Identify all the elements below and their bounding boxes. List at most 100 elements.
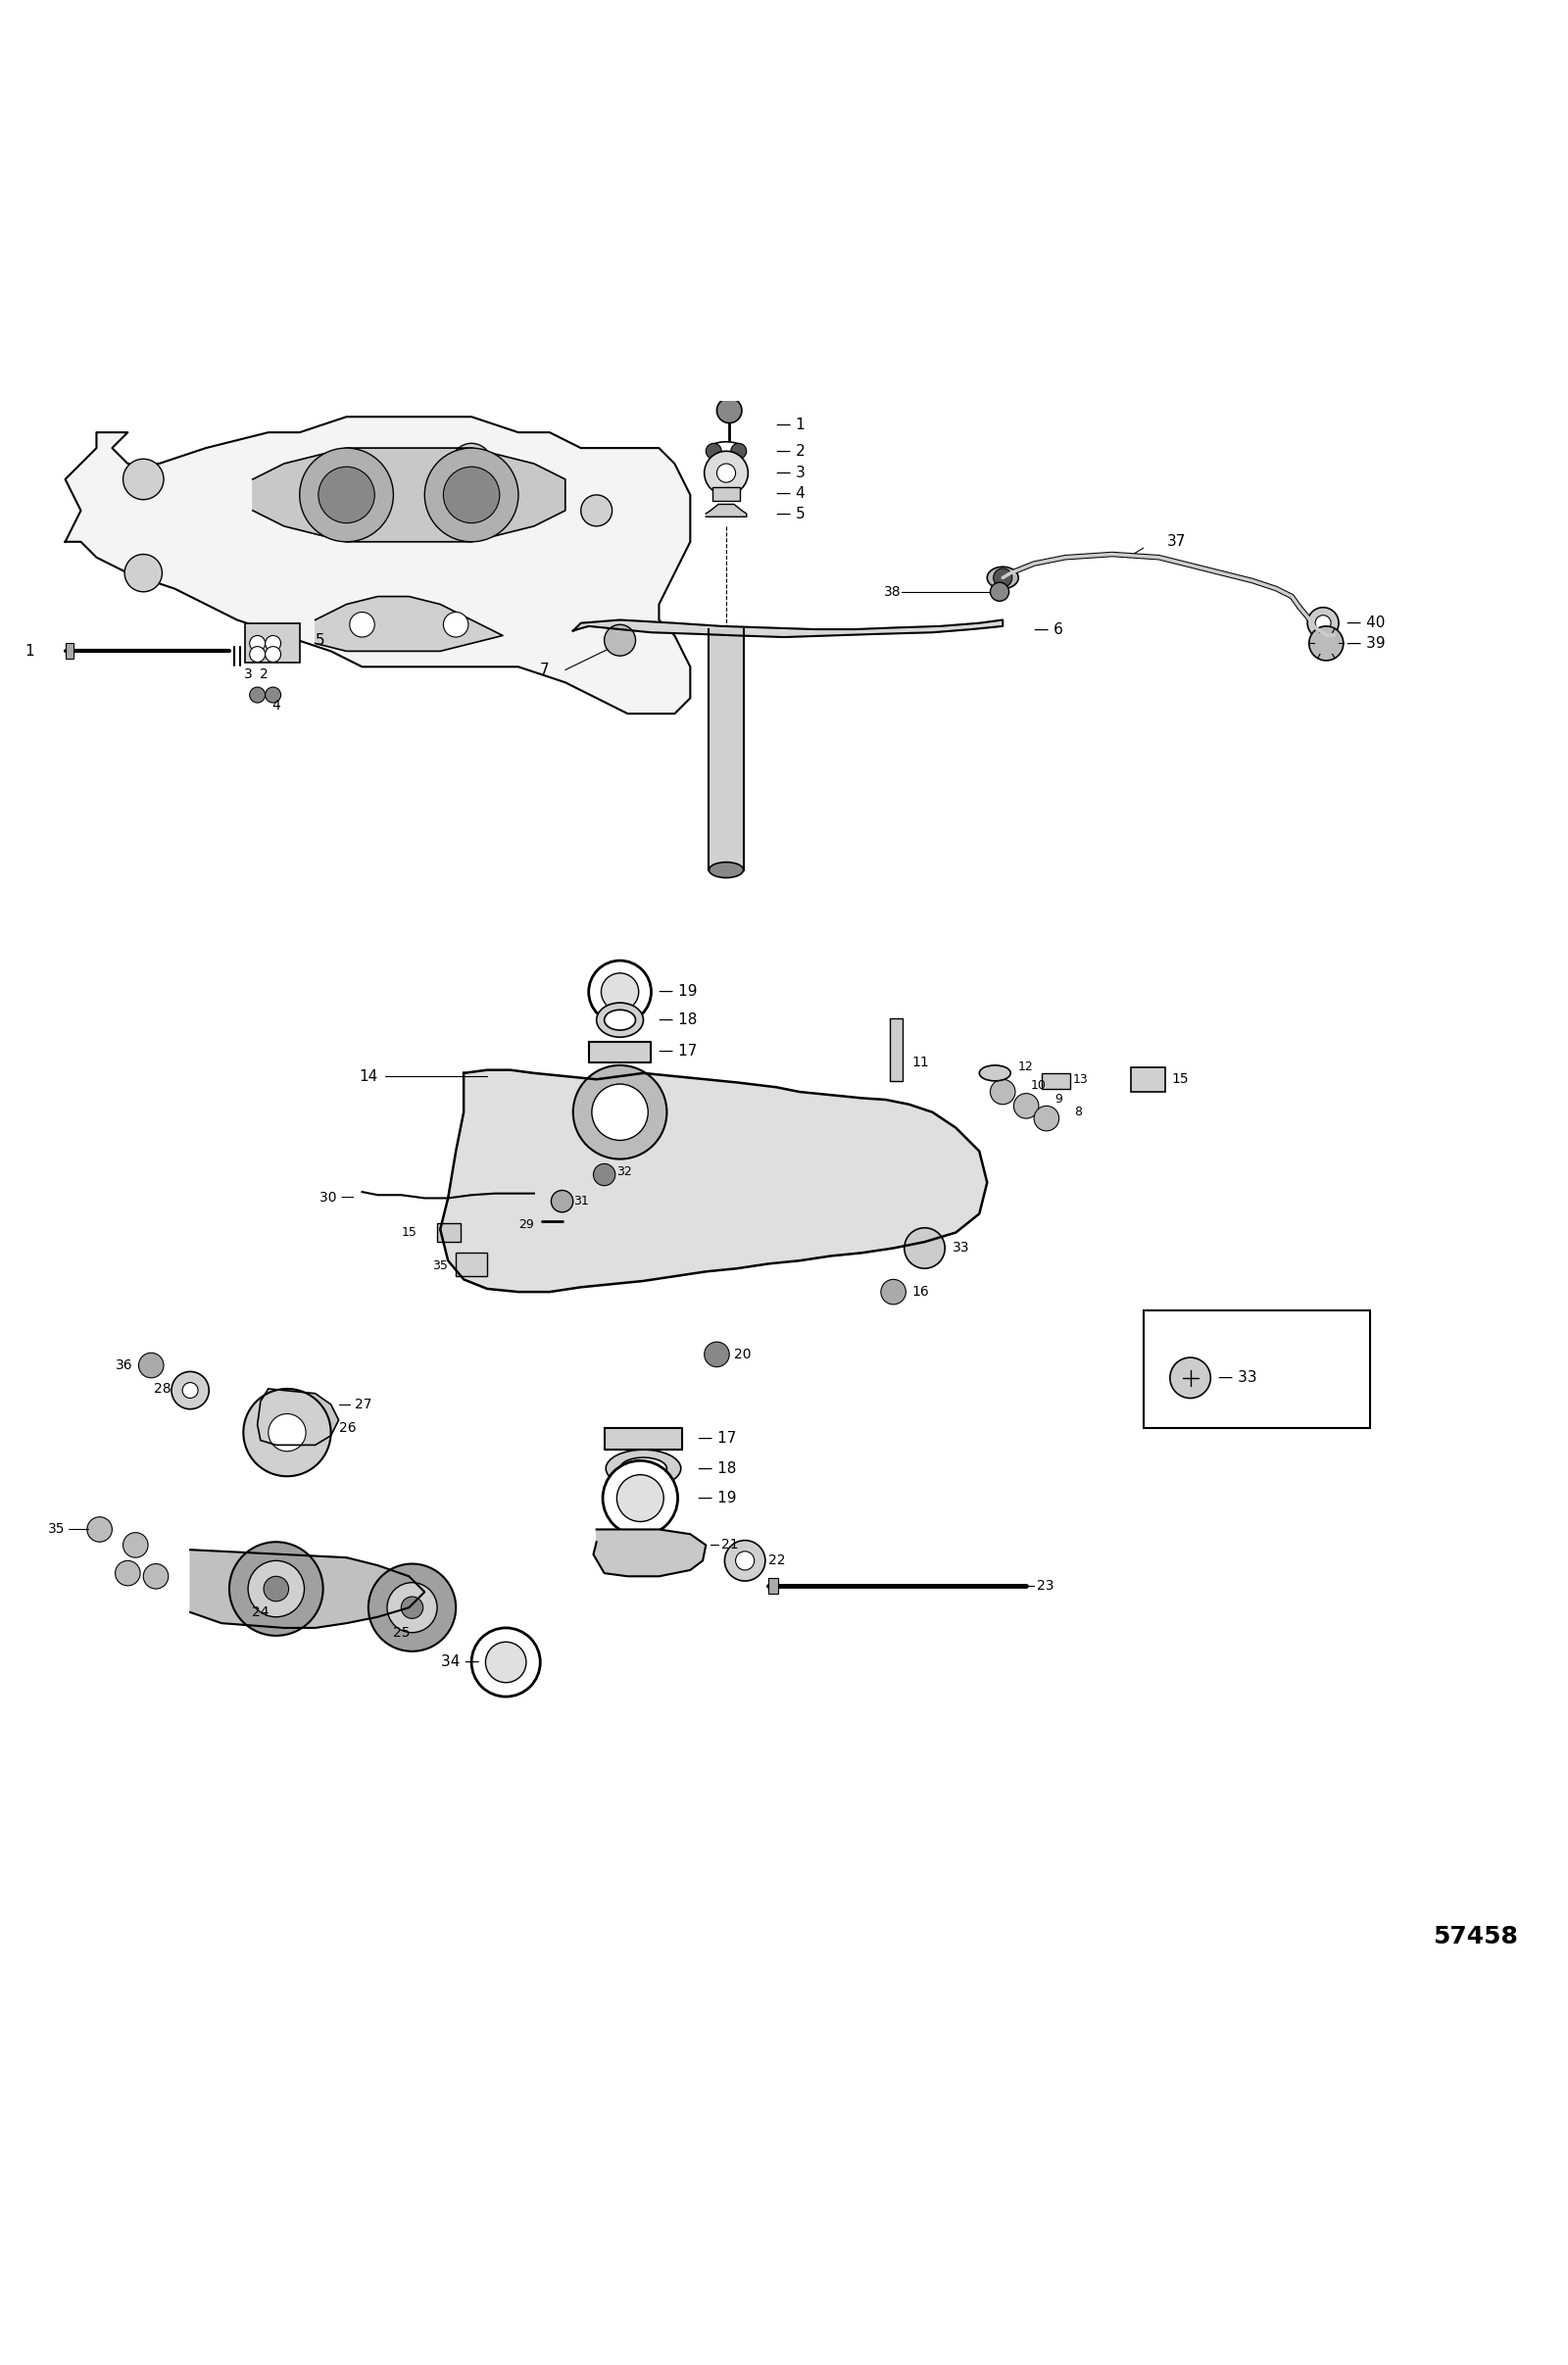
Circle shape [616, 1476, 663, 1521]
Polygon shape [604, 1428, 682, 1450]
Text: 5: 5 [315, 634, 325, 648]
Circle shape [299, 447, 394, 542]
Polygon shape [572, 620, 1004, 636]
Text: 1: 1 [25, 643, 34, 657]
Circle shape [602, 1462, 677, 1535]
Text: — 4: — 4 [776, 485, 806, 501]
Circle shape [452, 442, 492, 485]
Text: — 1: — 1 [776, 416, 806, 433]
Circle shape [114, 1561, 140, 1585]
Text: 14: 14 [359, 1069, 378, 1083]
Text: 22: 22 [768, 1554, 786, 1568]
Circle shape [1033, 1107, 1058, 1130]
Text: — 33: — 33 [1218, 1369, 1258, 1386]
Circle shape [1170, 1358, 1210, 1398]
Circle shape [572, 1064, 666, 1159]
Polygon shape [709, 629, 743, 870]
Polygon shape [315, 596, 503, 650]
Circle shape [704, 1341, 729, 1367]
Circle shape [143, 1563, 168, 1589]
Text: 30 —: 30 — [320, 1192, 354, 1206]
Circle shape [265, 636, 281, 650]
Circle shape [1013, 1093, 1038, 1119]
Text: 13: 13 [1073, 1074, 1088, 1086]
Text: 11: 11 [913, 1055, 930, 1069]
Circle shape [243, 1388, 331, 1476]
Circle shape [138, 1353, 163, 1379]
Text: 20: 20 [734, 1348, 751, 1362]
Polygon shape [66, 416, 690, 714]
Text: — 19: — 19 [698, 1490, 737, 1507]
Text: — 5: — 5 [776, 506, 806, 520]
Text: 35: 35 [433, 1258, 448, 1272]
Text: 34 —: 34 — [441, 1655, 480, 1670]
Text: 35: 35 [49, 1523, 66, 1537]
Polygon shape [706, 504, 746, 518]
Text: 23: 23 [1036, 1580, 1054, 1592]
Circle shape [724, 1540, 765, 1580]
Bar [66, 643, 74, 660]
Text: 15: 15 [1171, 1071, 1189, 1086]
Polygon shape [190, 1549, 425, 1627]
Text: 3: 3 [243, 667, 252, 681]
Text: — 19: — 19 [659, 984, 698, 998]
Polygon shape [441, 1069, 988, 1291]
Circle shape [444, 613, 469, 636]
Circle shape [249, 636, 265, 650]
Circle shape [124, 553, 162, 591]
Circle shape [268, 1414, 306, 1452]
Circle shape [731, 442, 746, 459]
Circle shape [717, 397, 742, 423]
Circle shape [591, 1083, 648, 1140]
Circle shape [350, 613, 375, 636]
Text: — 18: — 18 [659, 1012, 698, 1026]
Circle shape [249, 688, 265, 702]
Text: — 17: — 17 [698, 1431, 737, 1445]
Text: 12: 12 [1018, 1060, 1033, 1074]
Polygon shape [257, 1388, 339, 1445]
Text: — 40: — 40 [1347, 615, 1385, 631]
Circle shape [425, 447, 519, 542]
Text: 38: 38 [884, 584, 902, 598]
Circle shape [88, 1516, 111, 1542]
Circle shape [706, 442, 721, 459]
Text: 10: 10 [1030, 1078, 1046, 1093]
Text: 33: 33 [953, 1242, 971, 1256]
Ellipse shape [988, 568, 1018, 589]
Text: 16: 16 [913, 1284, 930, 1298]
Bar [245, 622, 299, 662]
Text: 15: 15 [401, 1225, 417, 1239]
Ellipse shape [619, 1457, 666, 1480]
Text: 8: 8 [1074, 1107, 1082, 1119]
Circle shape [249, 646, 265, 662]
Text: 29: 29 [519, 1218, 535, 1232]
Text: — 18: — 18 [698, 1462, 737, 1476]
Circle shape [717, 464, 735, 482]
Bar [1143, 1310, 1370, 1428]
Text: 31: 31 [572, 1194, 588, 1209]
Circle shape [444, 466, 500, 523]
Circle shape [588, 960, 651, 1024]
Ellipse shape [709, 863, 743, 877]
Circle shape [1309, 627, 1344, 660]
Bar [712, 487, 740, 501]
Circle shape [171, 1372, 209, 1410]
Bar [1041, 1074, 1069, 1088]
Circle shape [994, 568, 1011, 587]
Text: 9: 9 [1054, 1093, 1062, 1107]
Circle shape [601, 972, 638, 1010]
Text: — 3: — 3 [776, 466, 806, 480]
Text: 28: 28 [154, 1381, 171, 1395]
Bar [437, 1223, 461, 1242]
Ellipse shape [605, 1450, 681, 1488]
Text: 25: 25 [392, 1625, 409, 1639]
Ellipse shape [596, 1003, 643, 1038]
Circle shape [318, 466, 375, 523]
Polygon shape [252, 447, 564, 542]
Polygon shape [588, 1043, 651, 1062]
Circle shape [401, 1596, 423, 1618]
Text: 24: 24 [252, 1606, 270, 1620]
Circle shape [580, 494, 612, 525]
Circle shape [265, 646, 281, 662]
Circle shape [1308, 608, 1339, 639]
